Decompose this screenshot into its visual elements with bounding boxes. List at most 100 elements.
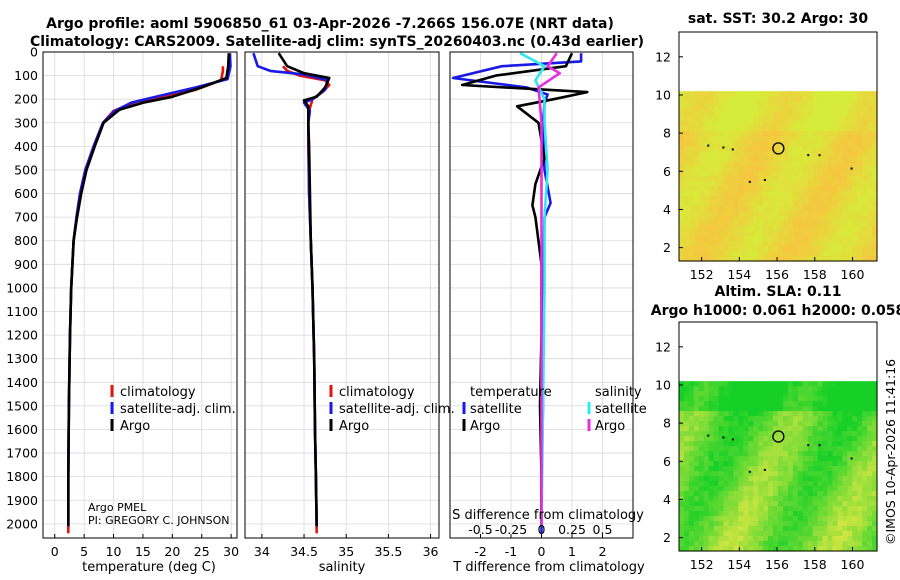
- map-cell: [743, 446, 749, 452]
- map-cell: [807, 191, 814, 197]
- map-cell: [698, 536, 705, 542]
- map-cell: [862, 151, 868, 157]
- map-cell: [758, 426, 764, 432]
- sst-map-axes-box: [678, 31, 878, 262]
- map-cell: [773, 411, 779, 417]
- map-cell: [763, 491, 769, 497]
- map-cell: [763, 476, 769, 482]
- map-cell: [787, 541, 794, 547]
- map-cell: [693, 146, 700, 152]
- map-cell: [787, 431, 794, 437]
- map-cell: [842, 531, 848, 537]
- map-cell: [693, 546, 700, 552]
- map-cell: [832, 146, 838, 152]
- map-cell: [683, 406, 690, 412]
- map-cell: [723, 411, 730, 417]
- map-cell: [792, 541, 799, 547]
- map-cell: [773, 476, 779, 482]
- map-cell: [703, 216, 710, 222]
- map-cell: [698, 241, 705, 247]
- map-cell: [728, 201, 735, 207]
- map-cell: [738, 201, 744, 207]
- map-cell: [703, 126, 710, 132]
- map-cell: [693, 456, 700, 462]
- map-cell: [847, 151, 853, 157]
- map-cell: [708, 401, 715, 407]
- map-cell: [698, 436, 705, 442]
- map-cell: [822, 166, 829, 172]
- map-cell: [713, 431, 720, 437]
- map-cell: [713, 201, 720, 207]
- map-cell: [807, 421, 814, 427]
- map-cell: [768, 391, 774, 397]
- map-cell: [867, 246, 873, 252]
- map-cell: [679, 91, 685, 97]
- map-cell: [862, 441, 868, 447]
- map-cell: [733, 386, 739, 392]
- map-cell: [847, 531, 853, 537]
- map-cell: [852, 231, 858, 237]
- map-cell: [768, 396, 774, 402]
- map-cell: [728, 146, 735, 152]
- map-cell: [768, 246, 774, 252]
- map-cell: [693, 171, 700, 177]
- map-cell: [763, 191, 769, 197]
- map-cell: [763, 96, 769, 102]
- map-cell: [698, 221, 705, 227]
- land-speck: [850, 167, 853, 170]
- map-cell: [748, 131, 754, 137]
- map-cell: [827, 446, 834, 452]
- map-cell: [708, 141, 715, 147]
- map-cell: [758, 451, 764, 457]
- map-cell: [842, 446, 848, 452]
- map-cell: [787, 141, 794, 147]
- map-cell: [857, 186, 863, 192]
- map-cell: [867, 136, 873, 142]
- map-cell: [743, 156, 749, 162]
- map-cell: [842, 451, 848, 457]
- map-cell: [847, 246, 853, 252]
- map-x-tick-label: 158: [803, 267, 827, 282]
- map-cell: [718, 481, 725, 487]
- depth-tick-label: 1100: [6, 304, 38, 319]
- map-cell: [817, 541, 824, 547]
- map-cell: [738, 426, 744, 432]
- map-cell: [683, 201, 690, 207]
- map-cell: [679, 461, 685, 467]
- map-cell: [733, 191, 739, 197]
- map-cell: [797, 381, 804, 387]
- map-cell: [852, 151, 858, 157]
- map-cell: [827, 391, 834, 397]
- map-cell: [713, 161, 720, 167]
- map-cell: [807, 406, 814, 412]
- map-cell: [743, 471, 749, 477]
- map-cell: [857, 496, 863, 502]
- map-cell: [698, 456, 705, 462]
- map-cell: [748, 546, 754, 552]
- map-cell: [862, 191, 868, 197]
- map-cell: [852, 156, 858, 162]
- map-cell: [733, 211, 739, 217]
- map-cell: [743, 126, 749, 132]
- map-cell: [847, 516, 853, 522]
- land-speck: [748, 470, 751, 473]
- map-cell: [683, 231, 690, 237]
- map-cell: [787, 426, 794, 432]
- map-cell: [698, 391, 705, 397]
- map-cell: [872, 226, 878, 232]
- map-cell: [733, 226, 739, 232]
- map-cell: [718, 126, 725, 132]
- map-cell: [733, 156, 739, 162]
- map-cell: [852, 471, 858, 477]
- map-cell: [862, 186, 868, 192]
- map-cell: [842, 436, 848, 442]
- map-cell: [817, 526, 824, 532]
- map-cell: [768, 506, 774, 512]
- map-cell: [787, 386, 794, 392]
- map-cell: [738, 166, 744, 172]
- map-cell: [778, 486, 784, 492]
- map-cell: [807, 116, 814, 122]
- map-cell: [857, 196, 863, 202]
- map-cell: [827, 171, 834, 177]
- map-cell: [728, 496, 735, 502]
